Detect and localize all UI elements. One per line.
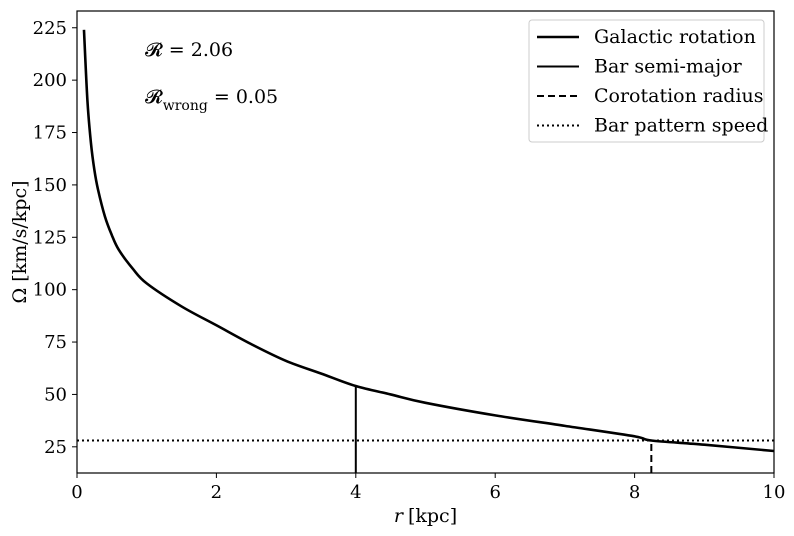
x-axis-label: r [kpc]	[394, 505, 457, 527]
x-axis: 0 2 4 6 8 10	[71, 473, 785, 503]
x-tick-label: 10	[763, 482, 786, 503]
y-tick-label: 100	[33, 280, 67, 301]
x-tick-label: 6	[489, 482, 500, 503]
x-axis-label-unit: [kpc]	[408, 505, 457, 527]
x-axis-label-var: r	[394, 505, 405, 527]
legend-item-galactic-rotation: Galactic rotation	[537, 26, 756, 48]
legend-label: Galactic rotation	[594, 26, 756, 48]
y-tick-label: 75	[44, 332, 67, 353]
annotation-r-wrong-symbol: 𝓡	[145, 86, 163, 108]
x-tick-label: 0	[71, 482, 82, 503]
y-axis: 25 50 75 100 125 150 175 200 225	[33, 18, 77, 458]
annotation-r-wrong: 𝓡wrong = 0.05	[145, 86, 278, 114]
y-tick-label: 200	[33, 70, 67, 91]
x-tick-label: 2	[211, 482, 222, 503]
legend: Galactic rotation Bar semi-major Corotatio…	[528, 19, 768, 143]
annotation-r: 𝓡 = 2.06	[145, 39, 233, 61]
y-tick-label: 150	[33, 175, 67, 196]
legend-item-corotation-radius: Corotation radius	[537, 85, 764, 107]
legend-item-bar-pattern-speed: Bar pattern speed	[537, 115, 768, 137]
y-tick-label: 25	[44, 437, 67, 458]
legend-label: Corotation radius	[594, 85, 764, 107]
legend-box	[528, 19, 765, 143]
annotation-r-wrong-value: = 0.05	[208, 86, 278, 108]
y-tick-label: 50	[44, 384, 67, 405]
x-tick-label: 8	[629, 482, 640, 503]
y-tick-label: 125	[33, 227, 67, 248]
y-tick-label: 225	[33, 18, 67, 39]
legend-label: Bar semi-major	[594, 56, 743, 78]
y-axis-label: Ω [km/s/kpc]	[9, 180, 31, 303]
legend-item-bar-semi-major: Bar semi-major	[537, 56, 743, 78]
series-layer	[77, 29, 774, 473]
legend-label: Bar pattern speed	[594, 115, 768, 137]
plot-frame	[76, 10, 775, 474]
y-tick-label: 175	[33, 123, 67, 144]
x-tick-label: 4	[350, 482, 361, 503]
annotation-r-wrong-subscript: wrong	[163, 98, 208, 114]
series-galactic-rotation	[82, 29, 774, 453]
